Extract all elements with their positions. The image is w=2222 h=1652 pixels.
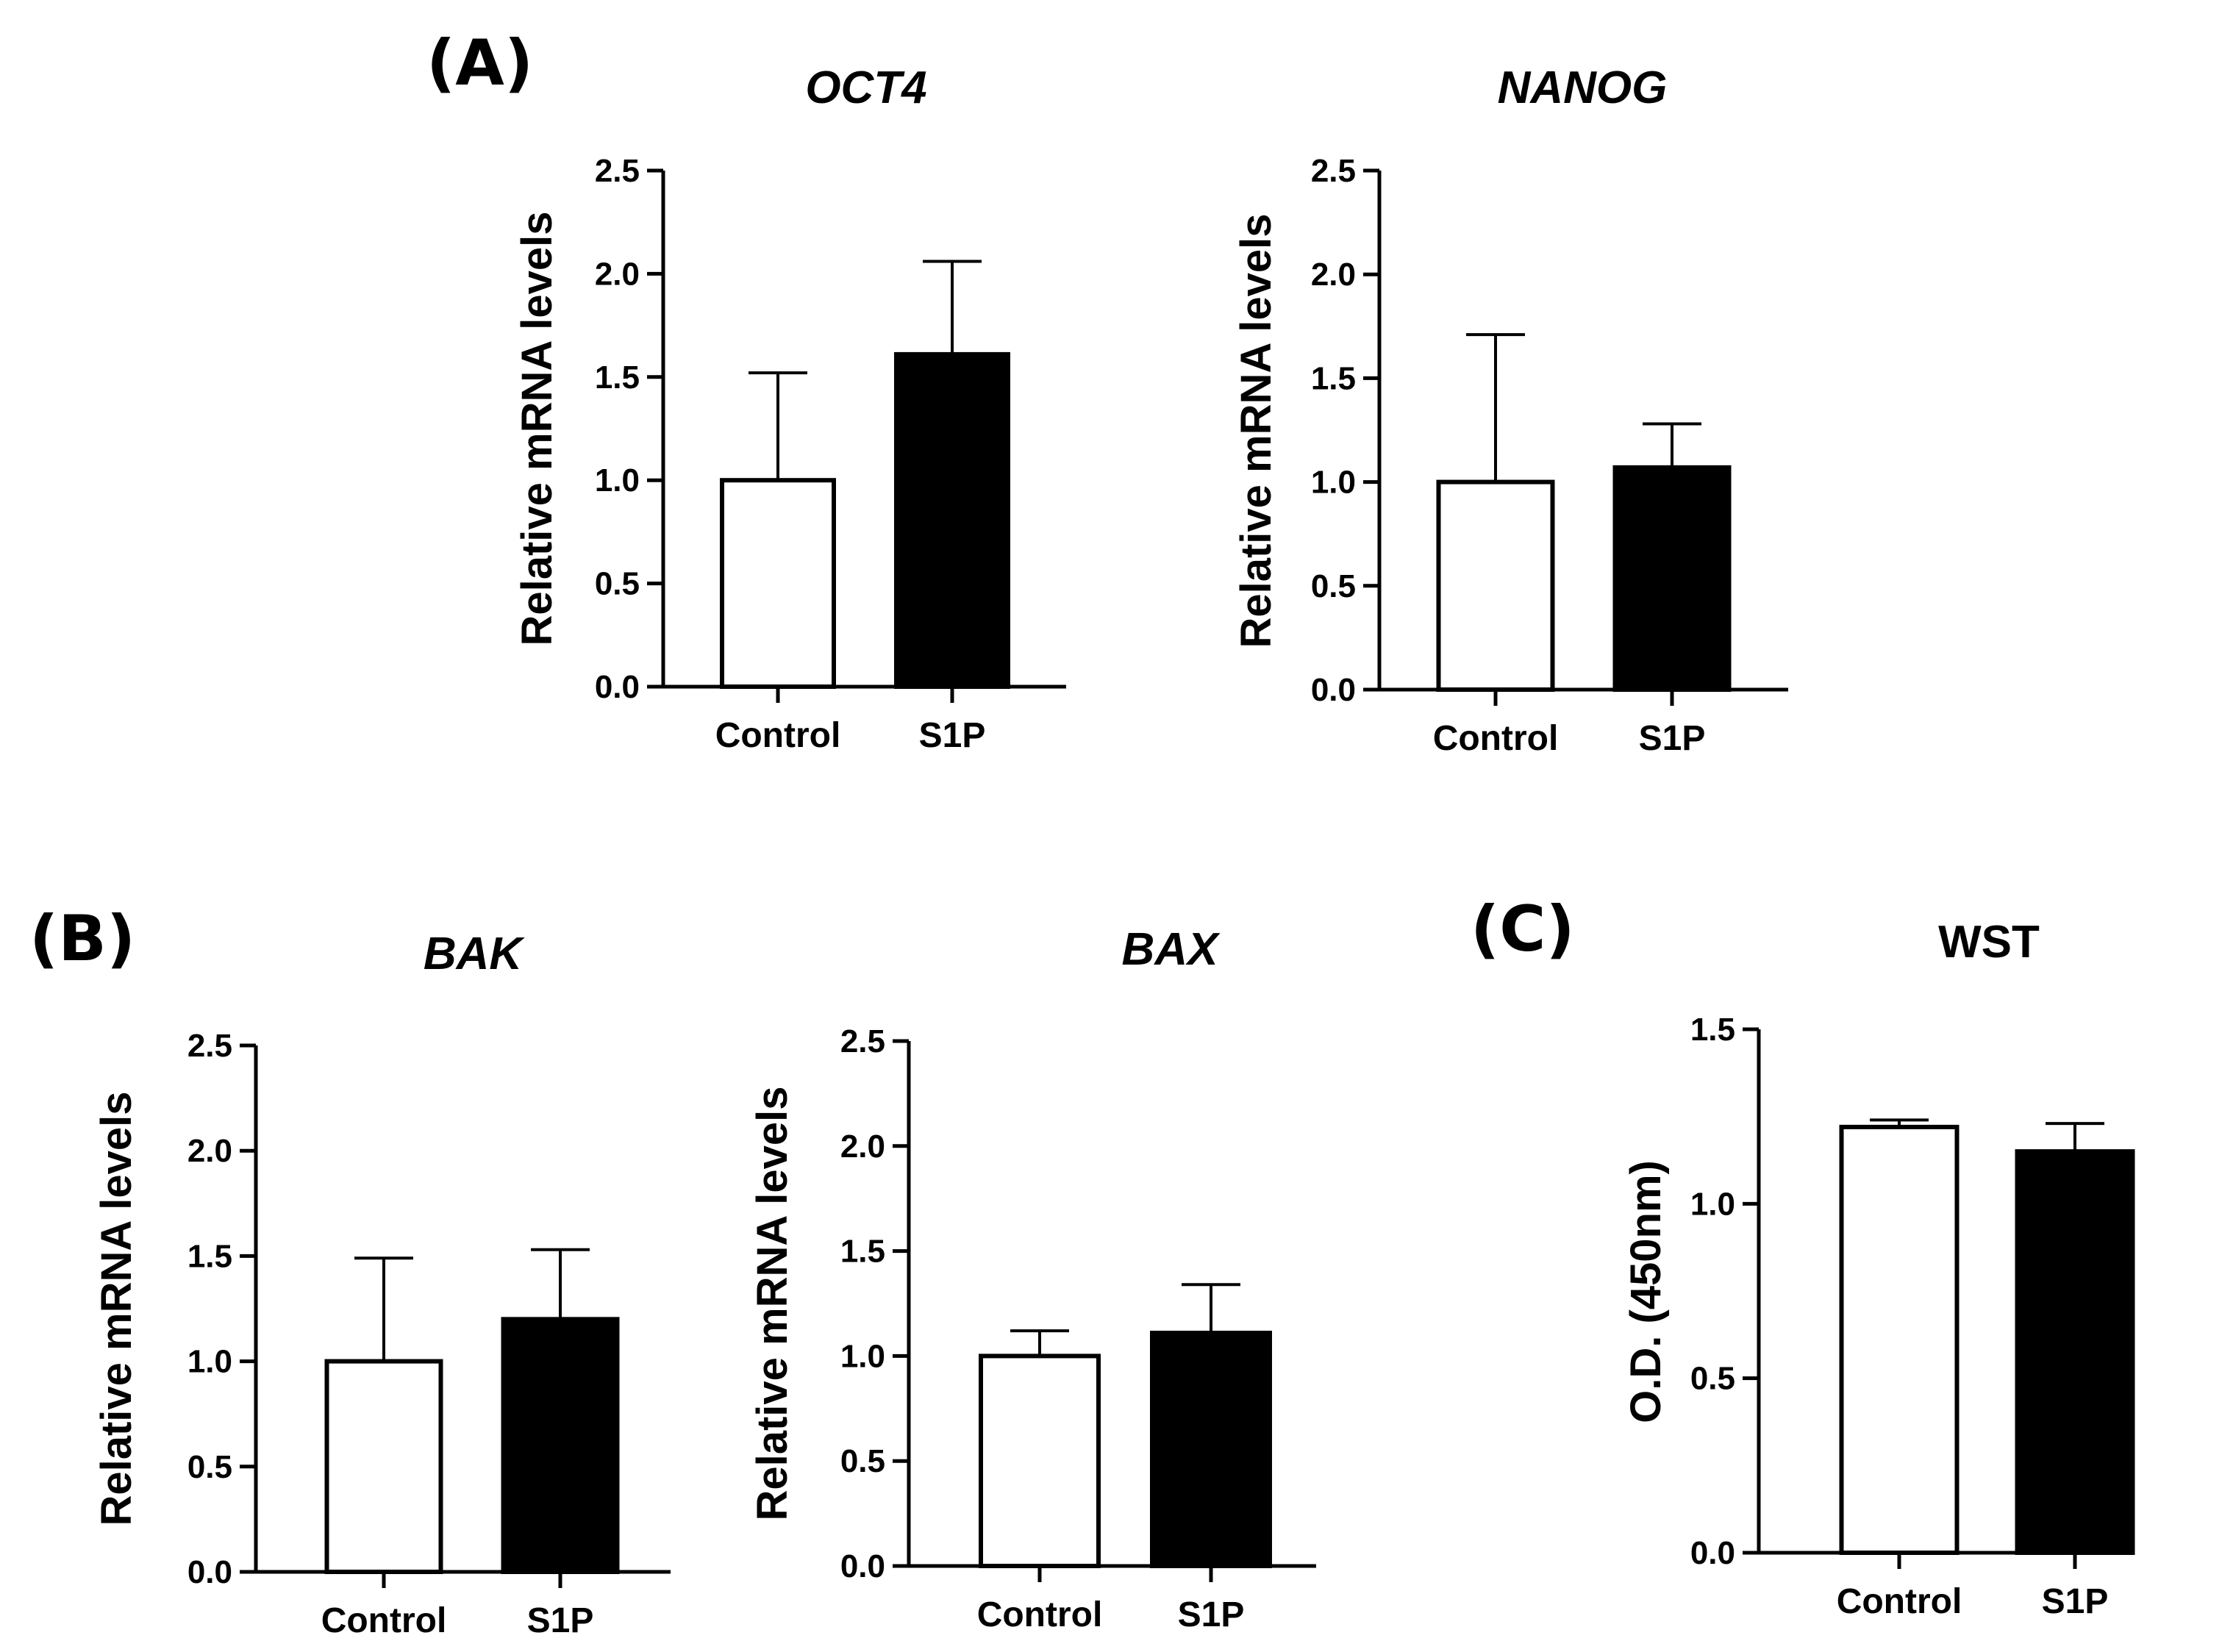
category-label-s1p: S1P: [2042, 1582, 2109, 1621]
chart-title: BAX: [1122, 924, 1221, 975]
y-tick-label: 2.5: [187, 1028, 232, 1064]
bar-s1p: [501, 1317, 620, 1574]
category-label-s1p: S1P: [1639, 719, 1706, 758]
y-tick-label: 0.5: [595, 566, 640, 602]
y-tick-label: 2.0: [1311, 257, 1356, 293]
chart-wst: (C) WST O.D. (450nm) 0.0 0.5 1.0 1.5 Control S1P: [1471, 893, 2135, 1621]
y-tick-label: 1.5: [595, 360, 640, 396]
y-tick-label: 0.0: [187, 1554, 232, 1590]
chart-title: BAK: [424, 929, 526, 979]
bar-control: [1436, 479, 1555, 692]
bar-s1p: [1150, 1330, 1272, 1568]
y-tick-label: 1.0: [1690, 1186, 1735, 1222]
category-label-control: Control: [1837, 1582, 1962, 1621]
y-tick-label: 2.5: [595, 153, 640, 189]
y-axis-label: Relative mRNA levels: [1232, 213, 1280, 648]
category-label-control: Control: [977, 1595, 1103, 1634]
chart-title: WST: [1938, 917, 2040, 968]
bar-s1p: [2015, 1149, 2135, 1555]
y-tick-label: 0.0: [840, 1548, 885, 1584]
bar-control: [1839, 1124, 1960, 1555]
y-tick-label: 0.5: [840, 1443, 885, 1479]
y-axis-label: Relative mRNA levels: [513, 211, 561, 646]
y-tick-label: 0.5: [187, 1449, 232, 1485]
bar-control: [979, 1354, 1101, 1569]
category-label-s1p: S1P: [919, 716, 986, 755]
y-tick-label: 1.0: [595, 462, 640, 498]
y-tick-label: 0.0: [1690, 1535, 1735, 1571]
y-axis-label: Relative mRNA levels: [749, 1086, 796, 1520]
y-tick-label: 1.0: [187, 1344, 232, 1380]
y-axis-label: O.D. (450nm): [1622, 1160, 1670, 1423]
y-tick-label: 2.0: [595, 256, 640, 292]
y-tick-label: 1.5: [1311, 360, 1356, 396]
chart-bak: (B) BAK Relative mRNA levels 0.0 0.5 1.0 1.5 2.…: [29, 902, 671, 1640]
chart-nanog: NANOG Relative mRNA levels 0.0 0.5 1.0 1.5 2.0…: [1232, 62, 1788, 758]
bar-s1p: [894, 351, 1010, 689]
bar-control: [324, 1359, 443, 1574]
chart-oct4: (A) OCT4 Relative mRNA levels 0.0 0.5 1.0 1.5 2…: [426, 26, 1066, 755]
chart-title: NANOG: [1498, 62, 1668, 113]
y-tick-label: 1.0: [1311, 465, 1356, 501]
bar-s1p: [1612, 465, 1732, 692]
bar-control: [720, 478, 836, 689]
category-label-s1p: S1P: [527, 1601, 594, 1640]
y-tick-label: 2.0: [187, 1133, 232, 1169]
panel-label: (A): [426, 26, 533, 100]
category-label-control: Control: [1433, 719, 1559, 758]
y-tick-label: 0.0: [595, 669, 640, 705]
y-tick-label: 1.5: [840, 1234, 885, 1270]
panel-label: (C): [1471, 893, 1575, 966]
y-tick-label: 2.0: [840, 1129, 885, 1165]
y-tick-label: 0.5: [1311, 568, 1356, 604]
y-tick-label: 2.5: [1311, 153, 1356, 189]
y-tick-label: 0.0: [1311, 672, 1356, 708]
category-label-s1p: S1P: [1178, 1595, 1245, 1634]
category-label-control: Control: [715, 716, 841, 755]
y-tick-label: 1.5: [1690, 1012, 1735, 1048]
chart-bax: BAX Relative mRNA levels 0.0 0.5 1.0 1.5 2.0 2.…: [749, 924, 1316, 1634]
y-axis-label: Relative mRNA levels: [93, 1091, 140, 1526]
y-tick-label: 1.5: [187, 1238, 232, 1274]
y-tick-label: 2.5: [840, 1023, 885, 1059]
chart-title: OCT4: [805, 62, 926, 113]
y-tick-label: 1.0: [840, 1338, 885, 1374]
category-label-control: Control: [321, 1601, 447, 1640]
y-tick-label: 0.5: [1690, 1361, 1735, 1397]
panel-label: (B): [29, 902, 135, 976]
